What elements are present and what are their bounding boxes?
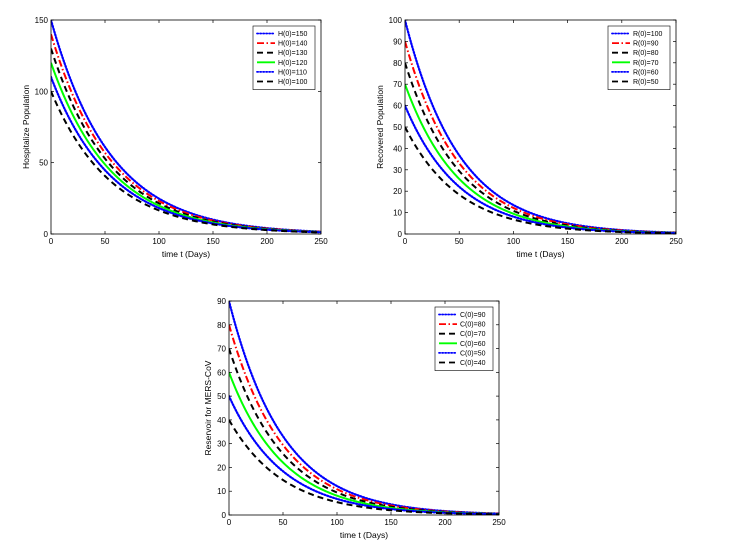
chart-1: 0 50 100 150 200 250 0 50 100 150 time t (Days) Hos… (21, 16, 328, 259)
y-tick-label: 20 (217, 463, 226, 472)
series-line (229, 419, 499, 515)
y-tick-label: 50 (39, 159, 48, 168)
legend-box (252, 25, 316, 90)
plot-frame (228, 300, 500, 516)
y-tick-label: 0 (222, 511, 227, 520)
legend-box (434, 306, 494, 371)
legend-entry: C(0)=80 (460, 322, 486, 329)
legend-entry: R(0)=90 (633, 41, 659, 48)
legend-entry: R(0)=80 (633, 50, 659, 57)
series-line (229, 371, 499, 515)
x-tick-label: 200 (615, 237, 629, 246)
x-tick-label: 150 (384, 518, 398, 527)
chart-3: 0 50 100 150 200 250 0 10 20 30 40 50 60 70 80 90 time t… (203, 297, 506, 540)
y-tick-label: 150 (35, 16, 49, 25)
plot-frame (50, 19, 322, 235)
y-tick-label: 80 (217, 321, 226, 330)
x-tick-label: 50 (279, 518, 288, 527)
x-tick-label: 200 (438, 518, 452, 527)
y-tick-label: 60 (217, 368, 226, 377)
legend-entry: H(0)=100 (278, 79, 307, 86)
legend-entry: C(0)=40 (460, 360, 486, 367)
x-tick-label: 0 (49, 237, 54, 246)
y-tick-label: 60 (393, 102, 402, 111)
y-tick-label: 90 (393, 37, 402, 46)
y-tick-label: 30 (393, 166, 402, 175)
x-tick-label: 100 (507, 237, 521, 246)
y-tick-label: 0 (44, 230, 49, 239)
y-tick-label: 70 (393, 80, 402, 89)
legend-entry: H(0)=140 (278, 41, 307, 48)
series-line (229, 324, 499, 515)
legend-entry: R(0)=100 (633, 31, 662, 38)
series-line (229, 348, 499, 515)
y-tick-label: 50 (393, 123, 402, 132)
legend-entry: C(0)=60 (460, 341, 486, 348)
x-tick-label: 250 (314, 237, 328, 246)
legend-entry: R(0)=70 (633, 60, 659, 67)
x-tick-label: 50 (455, 237, 464, 246)
x-axis-label: time t (Days) (162, 249, 210, 259)
x-tick-label: 250 (669, 237, 683, 246)
y-tick-label: 100 (389, 16, 403, 25)
y-tick-label: 0 (398, 230, 403, 239)
chart-2: 0 50 100 150 200 250 0 10 20 30 40 50 60 70 80 90 100 tim… (375, 16, 683, 259)
y-tick-label: 100 (35, 87, 49, 96)
legend-entry: H(0)=150 (278, 31, 307, 38)
y-axis-label: Reservoir for MERS-CoV (203, 360, 213, 455)
series-line (405, 83, 676, 234)
legend-box (607, 25, 671, 90)
y-tick-label: 30 (217, 440, 226, 449)
legend: C(0)=90 C(0)=80 C(0)=70 C(0)=60 C(0)=50 C(0)=… (434, 306, 494, 371)
legend-entry: H(0)=120 (278, 60, 307, 67)
series-line (51, 75, 321, 234)
series-line (405, 104, 676, 234)
legend-entry: H(0)=110 (278, 69, 307, 76)
legend-entry: C(0)=70 (460, 331, 486, 338)
y-tick-label: 10 (393, 209, 402, 218)
legend-entry: H(0)=130 (278, 50, 307, 57)
y-axis-label: Recovered Population (375, 85, 385, 169)
y-tick-label: 20 (393, 187, 402, 196)
x-tick-label: 0 (403, 237, 408, 246)
legend: H(0)=150 H(0)=140 H(0)=130 H(0)=120 H(0)=110… (252, 25, 316, 90)
y-tick-label: 40 (393, 144, 402, 153)
y-tick-label: 50 (217, 392, 226, 401)
legend: R(0)=100 R(0)=90 R(0)=80 R(0)=70 R(0)=60 R(0)… (607, 25, 671, 90)
x-tick-label: 50 (101, 237, 110, 246)
legend-entry: C(0)=90 (460, 312, 486, 319)
x-axis-label: time t (Days) (340, 530, 388, 540)
x-tick-label: 150 (561, 237, 575, 246)
legend-entry: R(0)=60 (633, 69, 659, 76)
x-tick-label: 0 (227, 518, 232, 527)
y-tick-label: 10 (217, 487, 226, 496)
legend-entry: R(0)=50 (633, 79, 659, 86)
y-tick-label: 80 (393, 59, 402, 68)
legend-entry: C(0)=50 (460, 350, 486, 357)
y-axis-label: Hospitalize Population (21, 85, 31, 169)
x-tick-label: 100 (330, 518, 344, 527)
x-axis-label: time t (Days) (516, 249, 564, 259)
series-line (405, 126, 676, 234)
series-line (229, 395, 499, 515)
x-tick-label: 250 (492, 518, 506, 527)
series-line (51, 90, 321, 234)
x-tick-label: 200 (260, 237, 274, 246)
x-tick-label: 100 (152, 237, 166, 246)
y-tick-label: 90 (217, 297, 226, 306)
x-tick-label: 150 (206, 237, 220, 246)
y-tick-label: 40 (217, 416, 226, 425)
y-tick-label: 70 (217, 345, 226, 354)
